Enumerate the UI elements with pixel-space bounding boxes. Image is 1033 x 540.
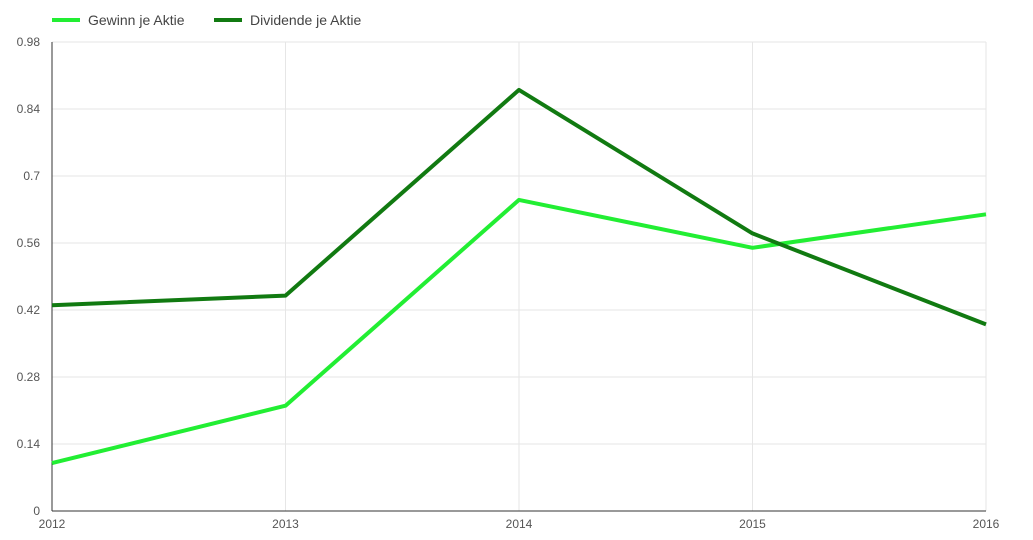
x-tick-label: 2014 [506, 517, 533, 531]
y-tick-label: 0.84 [17, 102, 41, 116]
y-tick-label: 0.56 [17, 236, 41, 250]
series-lines [51, 87, 987, 466]
axes: 0 0.14 0.28 0.42 0.56 0.7 0.84 0.98 2012 2013 2014… [17, 35, 1000, 531]
series-line-gewinn [51, 197, 987, 466]
x-tick-label: 2016 [973, 517, 1000, 531]
y-tick-label: 0 [33, 504, 40, 518]
y-tick-label: 0.14 [17, 437, 41, 451]
y-tick-label: 0.7 [23, 169, 40, 183]
x-tick-label: 2015 [739, 517, 766, 531]
legend-label-gewinn: Gewinn je Aktie [88, 12, 185, 28]
x-tick-label: 2013 [272, 517, 299, 531]
x-tick-label: 2012 [39, 517, 66, 531]
legend-item-gewinn[interactable]: Gewinn je Aktie [52, 12, 185, 28]
y-tick-label: 0.98 [17, 35, 41, 49]
y-tick-label: 0.28 [17, 370, 41, 384]
gridlines [52, 41, 987, 511]
legend: Gewinn je Aktie Dividende je Aktie [52, 12, 362, 28]
y-tick-label: 0.42 [17, 303, 41, 317]
series-line-dividende [51, 87, 987, 327]
legend-item-dividende[interactable]: Dividende je Aktie [214, 12, 362, 28]
legend-label-dividende: Dividende je Aktie [250, 12, 362, 28]
